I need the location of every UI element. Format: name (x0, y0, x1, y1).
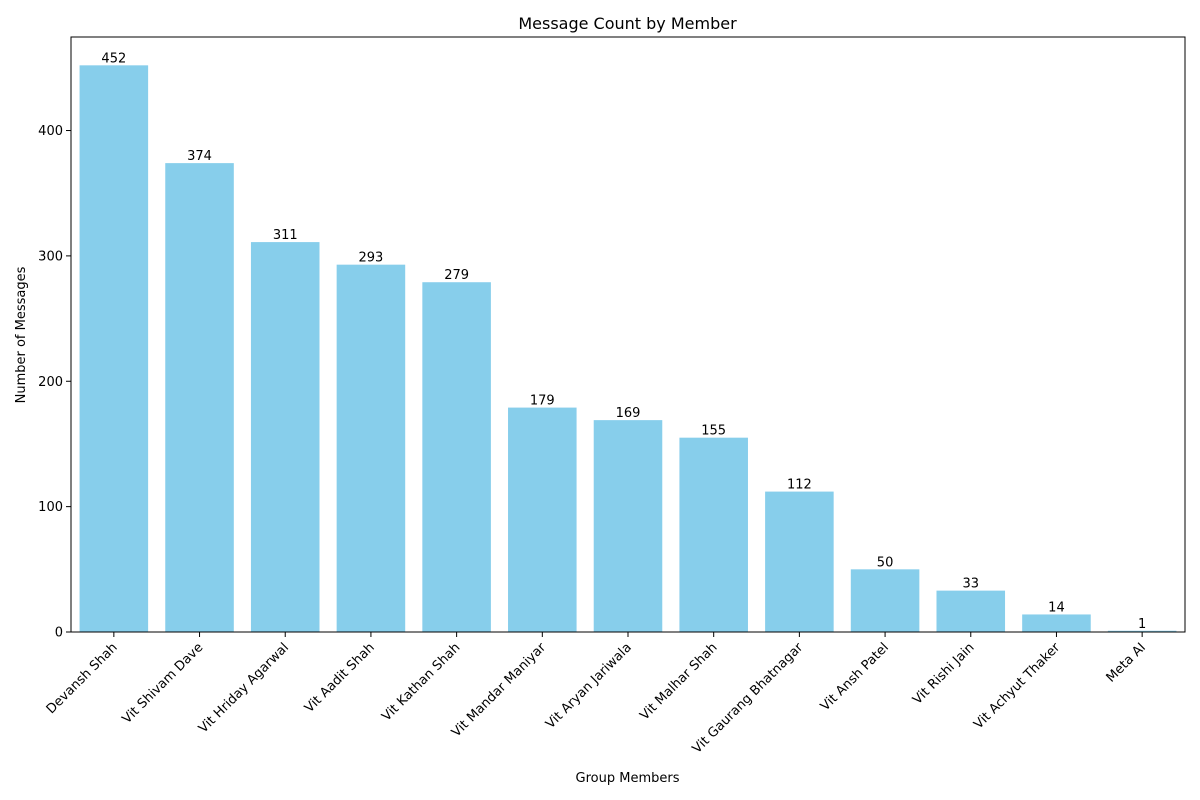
x-tick-label: Vit Shivam Dave (120, 640, 207, 727)
x-tick-label: Vit Aryan Jariwala (543, 640, 635, 732)
x-tick-label: Vit Kathan Shah (379, 640, 463, 724)
x-tick-label: Vit Hriday Agarwal (196, 640, 292, 736)
y-tick-label: 100 (38, 500, 63, 515)
bar (936, 590, 1006, 632)
x-tick-label: Vit Mandar Maniyar (449, 640, 550, 741)
y-tick-label: 300 (38, 249, 63, 264)
bar (336, 264, 406, 632)
bar (508, 407, 577, 632)
bar-value-label: 112 (787, 478, 812, 493)
bar (765, 491, 834, 632)
x-tick-label: Vit Aadit Shah (302, 640, 378, 716)
bar (593, 420, 663, 632)
bar-value-label: 452 (101, 51, 126, 66)
bar-value-label: 169 (616, 406, 641, 421)
bar (250, 242, 320, 632)
bar (79, 65, 149, 632)
bar (165, 163, 234, 632)
bar-value-label: 279 (444, 268, 469, 283)
bar (422, 282, 491, 632)
y-tick-label: 200 (38, 375, 63, 390)
chart-title: Message Count by Member (518, 14, 737, 33)
bar-value-label: 33 (962, 577, 979, 592)
bar-value-label: 374 (187, 149, 212, 164)
x-tick-label: Vit Ansh Patel (818, 640, 892, 714)
bar (679, 437, 748, 632)
bar-value-label: 293 (359, 251, 384, 266)
y-tick-label: 400 (38, 124, 63, 139)
bar-value-label: 14 (1048, 600, 1065, 615)
bar-value-label: 1 (1138, 617, 1146, 632)
x-tick-label: Vit Malhar Shah (637, 640, 720, 723)
x-tick-label: Vit Rishi Jain (910, 640, 978, 708)
x-tick-label: Devansh Shah (44, 640, 121, 717)
bar (850, 569, 920, 632)
bar-value-label: 155 (701, 424, 726, 439)
bar-value-label: 311 (273, 228, 298, 243)
x-tick-label: Vit Achyut Thaker (971, 640, 1064, 733)
bar-value-label: 179 (530, 394, 555, 409)
plot-area: 452 374 311 293 279 179 169 155 112 50 33 14 1 0 100 20… (38, 36, 1186, 757)
bar (1107, 630, 1177, 632)
y-axis-label: Number of Messages (14, 266, 29, 403)
bar (1022, 614, 1091, 632)
x-tick-label: Meta AI (1104, 640, 1149, 685)
bar-value-label: 50 (877, 555, 894, 570)
y-tick-label: 0 (55, 626, 63, 641)
x-axis-label: Group Members (576, 771, 680, 786)
